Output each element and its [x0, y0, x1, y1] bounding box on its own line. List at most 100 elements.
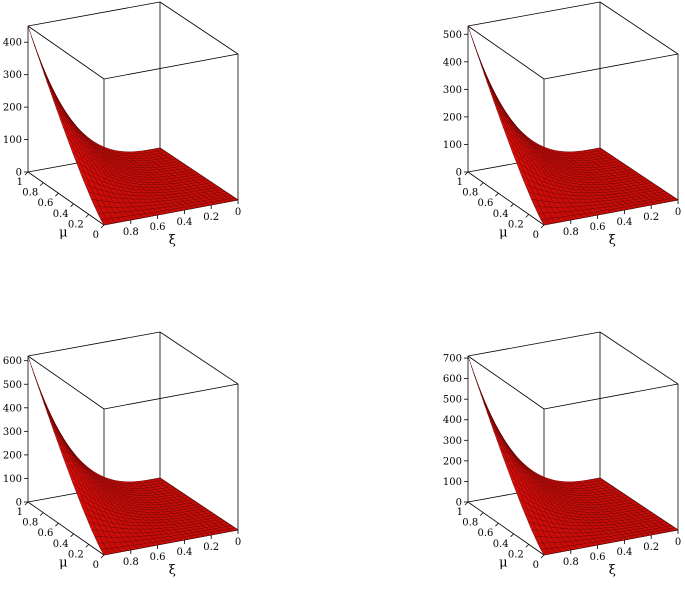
plot2-mu-tick-label: 1 — [457, 177, 463, 188]
plot4-mu-tick — [464, 501, 469, 506]
plot4-z-tick-label: 300 — [443, 436, 462, 447]
plot1-surface — [27, 25, 239, 226]
plot4-mu-tick — [525, 544, 530, 548]
plot3-box-edge — [159, 331, 239, 385]
plot2-box-edge — [467, 1, 601, 27]
plot1-z-tick-label: 100 — [3, 135, 22, 146]
plot1-mu-axis-label: μ — [59, 225, 67, 240]
plot1-box-edge — [103, 53, 239, 80]
plot2-xi-tick-label: 0 — [675, 207, 681, 218]
plot3-mu-tick-label: 0 — [93, 560, 99, 571]
plot3-surface — [27, 355, 239, 556]
plot2-z-tick-label: 100 — [443, 140, 462, 151]
plot3-mu-tick — [24, 501, 29, 506]
plot4-xi-tick-label: 0.6 — [590, 552, 606, 563]
plot1-z-tick-label: 200 — [3, 103, 22, 114]
plot3-z-tick-label: 300 — [3, 427, 22, 438]
plot1-xi-tick-label: 0.8 — [123, 227, 139, 238]
plot4-mu-tick-label: 0.2 — [508, 549, 524, 560]
plot2-surface — [467, 25, 679, 226]
plot2-xi-tick-label: 0.4 — [616, 217, 632, 228]
plot3-mu-tick-label: 0.8 — [22, 518, 38, 529]
plot4-xi-tick-label: 0 — [675, 537, 681, 548]
plot2-xi-tick-label: 0.8 — [563, 227, 579, 238]
plot3-z-tick-label: 100 — [3, 474, 22, 485]
plot3-box-edge — [27, 355, 105, 410]
plot2-box-edge — [543, 53, 679, 80]
plot4-box-edge — [599, 331, 679, 385]
surface-plot-1: 0 100 200 300 400 1 0.8 0.6 0.4 0.2 0 μ 0.8 0.6 0.4 0.2… — [0, 0, 250, 260]
surface-plot-4: 0 100 200 300 400 500 600 700 1 0.8 0.6 0.4 0.2 0 μ 0.8… — [440, 330, 685, 590]
plot1-mu-tick — [100, 224, 105, 229]
plot4-mu-axis-label: μ — [499, 555, 507, 570]
plot3-xi-tick-label: 0.6 — [150, 552, 166, 563]
plot3-xi-tick-label: 0.2 — [203, 542, 219, 553]
plot1-mu-tick-label: 0.4 — [53, 209, 69, 220]
plot3-box-edge — [27, 501, 105, 556]
plot4-z-tick-label: 200 — [443, 456, 462, 467]
plot2-mu-tick-label: 0 — [533, 230, 539, 241]
plot4-z-tick-label: 0 — [456, 498, 462, 509]
plot2-z-tick-label: 500 — [443, 30, 462, 41]
plot2-box-edge — [467, 25, 545, 80]
plot2-xi-axis-label: ξ — [609, 233, 616, 248]
plot4-mu-tick — [495, 522, 499, 527]
plot3-mu-tick-label: 0.4 — [53, 539, 69, 550]
plot3-xi-axis-label: ξ — [169, 563, 176, 578]
plot1-z-tick-label: 400 — [3, 38, 22, 49]
plot4-box-edge — [467, 331, 601, 357]
plot1-xi-tick-label: 0.6 — [150, 222, 166, 233]
plot1-mu-tick-label: 0.2 — [68, 219, 84, 230]
plot4-mu-tick-label: 0 — [533, 560, 539, 571]
plot3-xi-tick-label: 0.4 — [176, 547, 192, 558]
plot3-mu-tick — [55, 522, 59, 527]
plot1-box-edge — [27, 171, 105, 226]
plot1-mu-tick — [24, 171, 29, 176]
plot3-mu-tick — [70, 533, 74, 538]
plot2-mu-axis-label: μ — [499, 225, 507, 240]
plot4-xi-tick-label: 0.8 — [563, 557, 579, 568]
plot1-mu-tick-label: 0.8 — [22, 188, 38, 199]
plot3-mu-tick — [39, 512, 44, 516]
plot2-mu-tick-label: 0.4 — [493, 209, 509, 220]
plot3-mu-tick — [100, 554, 105, 559]
plot3-mu-tick — [85, 544, 90, 548]
plot4-z-tick-label: 600 — [443, 374, 462, 385]
plot3-z-tick-label: 600 — [3, 356, 22, 367]
plot4-z-tick-label: 400 — [443, 415, 462, 426]
plot1-xi-tick-label: 0.2 — [203, 212, 219, 223]
plot1-mu-tick — [85, 214, 90, 218]
plot3-mu-axis-label: μ — [59, 555, 67, 570]
plot2-mu-tick — [525, 214, 530, 218]
plot2-mu-tick-label: 0.8 — [462, 188, 478, 199]
plot1-xi-tick-label: 0.4 — [176, 217, 192, 228]
plot2-mu-tick — [495, 192, 499, 197]
plot2-mu-tick — [479, 182, 484, 186]
plot4-xi-axis-label: ξ — [609, 563, 616, 578]
plot4-box-edge — [467, 355, 545, 410]
plot4-xi-tick-label: 0.2 — [643, 542, 659, 553]
plot1-box-edge — [27, 1, 161, 27]
surface-plot-3: 0 100 200 300 400 500 600 1 0.8 0.6 0.4 0.2 0 μ 0.8 0.6… — [0, 330, 250, 590]
plot3-z-tick-label: 0 — [16, 498, 22, 509]
plot2-xi-tick-label: 0.6 — [590, 222, 606, 233]
plot4-mu-tick-label: 0.4 — [493, 539, 509, 550]
plot2-z-tick-label: 0 — [456, 168, 462, 179]
plot3-xi-tick-label: 0 — [235, 537, 241, 548]
plot2-xi-tick-label: 0.2 — [643, 212, 659, 223]
plot4-surface — [467, 355, 679, 556]
plot2-mu-tick-label: 0.2 — [508, 219, 524, 230]
surface-plot-2: 0 100 200 300 400 500 1 0.8 0.6 0.4 0.2 0 μ 0.8 0.6 0.4… — [440, 0, 685, 260]
plot1-mu-tick — [39, 182, 44, 186]
plot1-box-edge — [159, 1, 239, 55]
plot4-box-edge — [543, 383, 679, 410]
plot1-mu-tick — [70, 203, 74, 208]
plot4-mu-tick — [510, 533, 514, 538]
plot2-z-tick-label: 300 — [443, 85, 462, 96]
plot1-mu-tick — [55, 192, 59, 197]
plot2-box-edge — [467, 171, 545, 226]
plot3-mu-tick-label: 0.2 — [68, 549, 84, 560]
